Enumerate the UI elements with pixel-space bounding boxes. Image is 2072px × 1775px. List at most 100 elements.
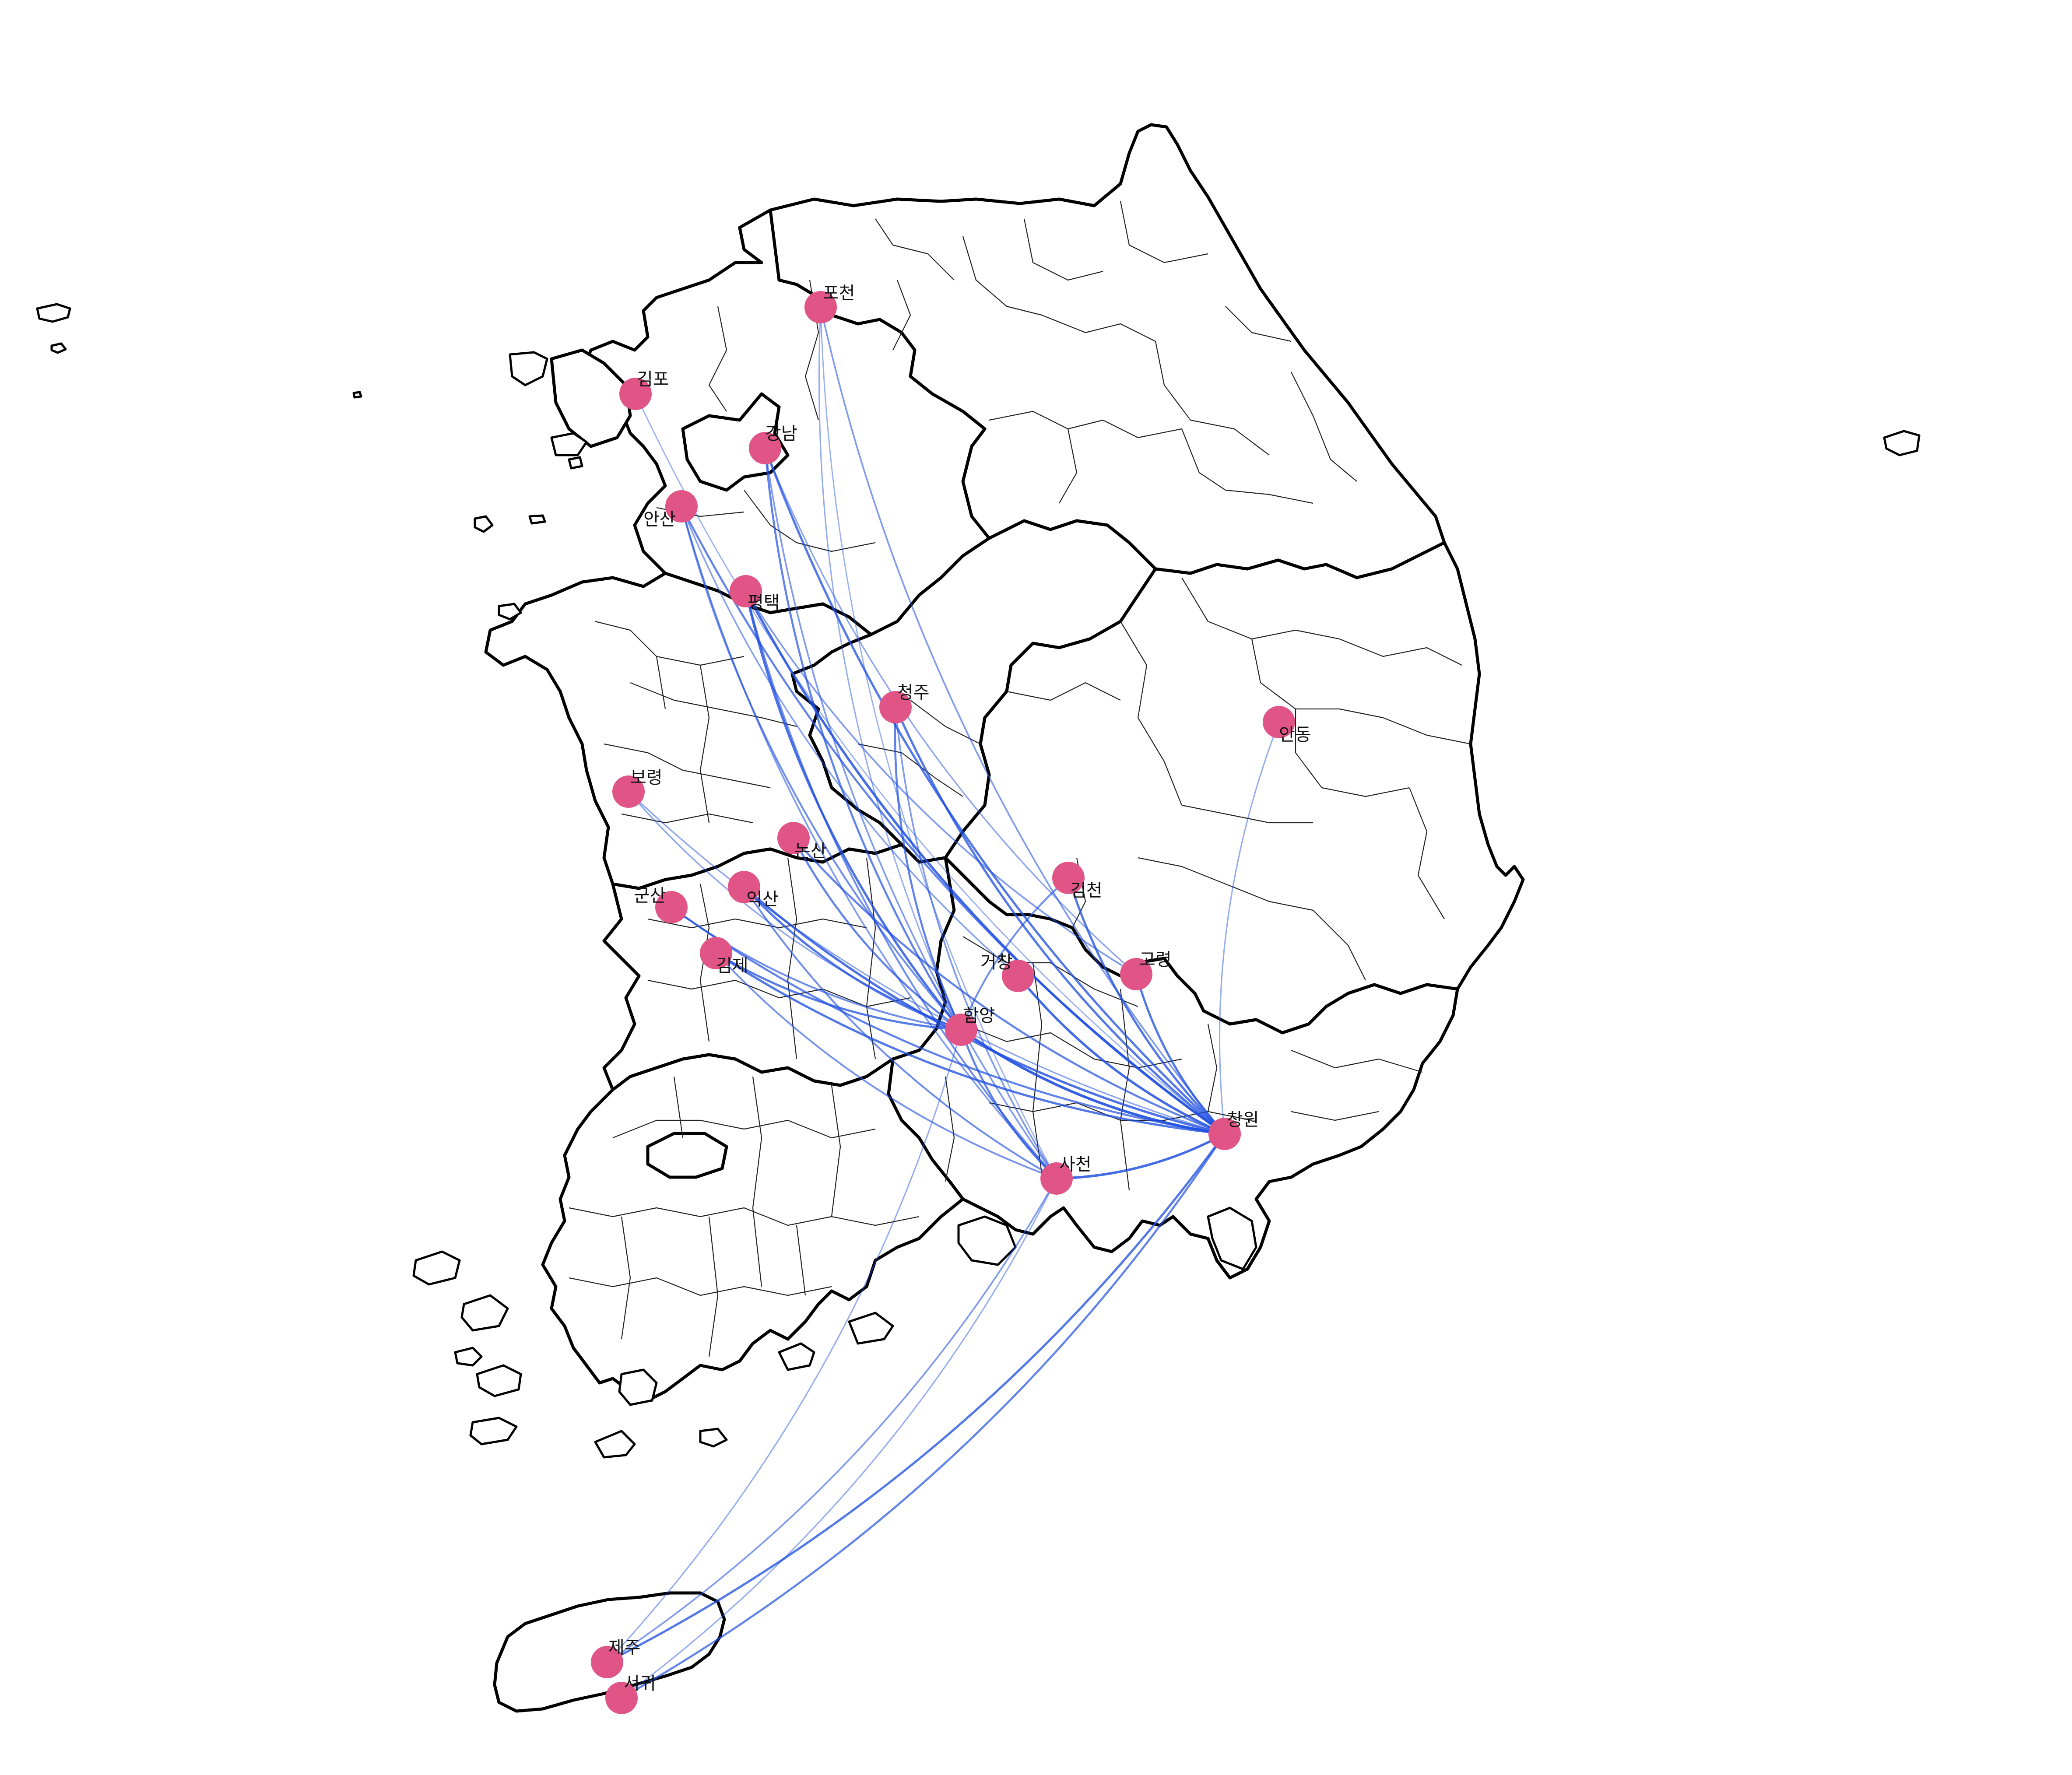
city-marker-andong [1263,706,1295,738]
flow-line-geochang-changwon [1017,975,1226,1135]
city-marker-gimje [700,937,732,969]
city-marker-cheongju [879,691,912,723]
flow-line-pocheon-changwon [820,306,1226,1135]
flow-line-pocheon-hamyang [818,306,962,1031]
flow-line-nonsan-changwon [792,837,1226,1135]
city-label-iksan: 익산 [746,889,779,909]
city-label-cheongju: 청주 [897,683,930,703]
city-label-pocheon: 포천 [823,283,855,303]
flow-line-gangnam-sacheon [764,447,1057,1179]
island-west-2 [498,603,522,621]
city-label-nonsan: 논산 [794,841,827,861]
island-west-1 [474,515,494,533]
land-layer [36,123,1921,1713]
flow-line-gimcheon-hamyang [960,877,1070,1031]
city-marker-gimpo [619,378,652,410]
island-daecheong [50,342,67,354]
city-marker-boryeong [612,775,645,808]
city-label-jeju: 제주 [608,1638,641,1658]
city-marker-ansan [665,490,698,523]
city-label-gimje: 김제 [716,956,748,976]
city-label-gunsan: 군산 [634,886,666,906]
city-marker-sacheon [1040,1162,1073,1195]
district-boundaries [569,201,1471,1357]
flow-line-ansan-geochang [681,505,1019,977]
flow-line-jeju-changwon [606,1133,1226,1663]
city-label-ansan: 안산 [643,509,676,530]
city-label-pyeongtaek: 평택 [748,593,780,613]
island-ulleung [1883,430,1921,456]
flow-line-seogwi-changwon [620,1133,1226,1699]
flow-line-jeju-sacheon [606,1178,1057,1663]
island-yeonpyeong [352,391,362,399]
island-sw-1 [412,1250,461,1286]
flow-line-gangnam-goryeong [764,447,1137,975]
city-label-boryeong: 보령 [630,768,663,788]
flow-line-iksan-sacheon [743,886,1058,1180]
island-south-2 [699,1428,728,1448]
flow-line-gimpo-changwon [635,393,1226,1135]
city-label-seogwi: 서귀 [624,1673,656,1694]
island-south-3 [778,1342,815,1371]
flow-line-gimje-sacheon [715,952,1057,1179]
island-sw-2 [460,1294,509,1332]
flow-line-gimje-changwon [715,952,1226,1135]
city-label-goryeong: 고령 [1139,950,1172,970]
flow-line-pocheon-sacheon [820,306,1057,1179]
island-sw-4 [476,1364,522,1397]
province-gwangju [646,1132,728,1179]
flow-line-cheongju-changwon [894,706,1226,1135]
island-baengnyeong [36,303,71,323]
flow-line-gangnam-hamyang [764,447,962,1031]
city-label-geochang: 거창 [980,952,1013,972]
province-seoul [681,392,790,492]
flow-line-cheongju-hamyang [894,706,962,1031]
city-label-hamyang: 함양 [963,1006,995,1026]
city-marker-pyeongtaek [730,575,762,607]
flow-line-sacheon-changwon [1055,1133,1226,1180]
flow-line-ansan-hamyang [680,505,962,1031]
island-west-3 [568,456,583,470]
city-marker-hamyang [945,1014,977,1046]
city-label-sacheon: 사천 [1059,1154,1092,1175]
city-marker-iksan [728,871,760,903]
city-marker-gunsan [655,891,688,923]
flow-line-gimje-hamyang [715,952,962,1031]
flow-line-nonsan-hamyang [792,837,962,1031]
flow-line-seogwi-sacheon [621,1178,1057,1699]
island-sw-5 [618,1368,658,1406]
city-marker-pocheon [804,291,837,323]
province-jeonnam [541,1053,965,1402]
flow-line-boryeong-changwon [628,791,1226,1135]
city-marker-seogwi [605,1682,638,1714]
city-marker-gangnam [749,432,781,464]
flow-line-pyeongtaek-changwon [745,590,1226,1135]
island-south-4 [848,1312,894,1345]
city-label-gimcheon: 김천 [1070,880,1103,901]
city-label-changwon: 창원 [1227,1110,1259,1130]
flow-line-gunsan-hamyang [670,906,962,1031]
island-sw-3 [454,1347,483,1367]
city-markers: 포천 김포 강남 안산 평택 청주 안동 보령 논산 익산 군산 김천 김제 거… [591,283,1311,1714]
flow-line-hamyang-changwon [960,1028,1226,1135]
island-west-4 [528,514,546,525]
island-ganghwa [509,351,548,386]
flow-lines [606,306,1280,1699]
flow-line-gunsan-changwon [670,906,1226,1135]
flow-line-pyeongtaek-goryeong [745,590,1137,975]
island-geoje [1207,1207,1257,1270]
city-label-andong: 안동 [1279,725,1311,745]
flow-line-hamyang-sacheon [960,1028,1058,1180]
island-yeongjong [550,432,588,456]
city-marker-nonsan [777,822,810,854]
city-marker-changwon [1208,1118,1241,1150]
island-namhae [957,1215,1017,1266]
flow-line-cheongju-sacheon [895,706,1057,1179]
flow-line-gimcheon-changwon [1067,877,1226,1135]
flow-line-jeju-hamyang [606,1029,962,1663]
flow-line-ansan-sacheon [681,505,1057,1179]
city-marker-gimcheon [1052,862,1085,894]
island-south-1 [594,1430,636,1459]
